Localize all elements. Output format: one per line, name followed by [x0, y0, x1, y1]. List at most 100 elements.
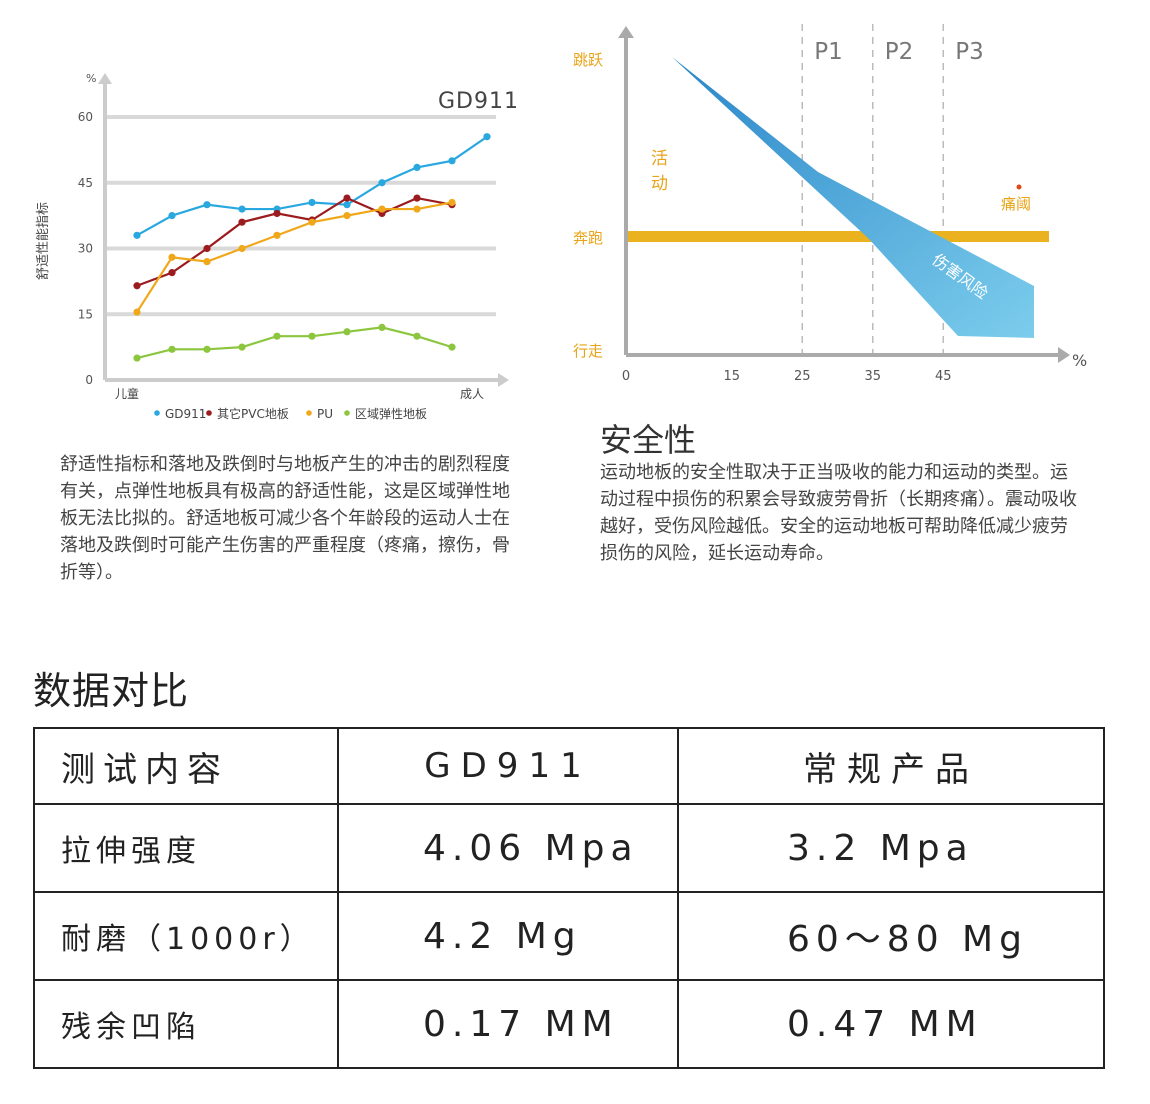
x-label-end: 成人 — [460, 387, 484, 401]
x-axis-arrow — [1058, 347, 1070, 363]
y-level-label: 行走 — [573, 342, 603, 360]
legend-label: 其它PVC地板 — [217, 406, 289, 421]
gd911-value: 4.2 Mg — [337, 891, 679, 981]
data-point — [168, 212, 176, 220]
safety-title: 安全性 — [600, 421, 697, 459]
data-point — [308, 218, 316, 226]
table-row: 残余凹陷 0.17 MM 0.47 MM — [33, 979, 1105, 1069]
y-tick-label: 45 — [78, 176, 93, 190]
x-tick-label: 25 — [794, 369, 811, 384]
data-point — [168, 345, 176, 353]
data-point — [203, 258, 211, 266]
data-point — [483, 133, 491, 141]
row-label: 拉伸强度 — [33, 803, 339, 893]
pain-threshold-marker — [1016, 184, 1022, 190]
data-point — [448, 157, 456, 165]
activity-label: 活动 — [651, 149, 668, 194]
y-tick-label: 30 — [78, 242, 93, 256]
data-point — [413, 163, 421, 172]
y-axis-label: 舒适性能指标 — [36, 202, 51, 280]
y-tick-label: 15 — [78, 307, 93, 321]
table-header-row: 测试内容 GD911 常规产品 — [33, 727, 1105, 805]
data-point — [413, 205, 421, 213]
phase-label: P3 — [955, 39, 984, 65]
comfort-chart: GD911 % 舒适性能指标 0 15 30 45 60 儿童 成人 GD911 其它PV… — [36, 72, 519, 421]
data-point — [448, 343, 456, 351]
x-tick-label: 0 — [622, 369, 630, 384]
comparison-table: 测试内容 GD911 常规产品 拉伸强度 4.06 Mpa 3.2 Mpa 耐磨… — [33, 727, 1105, 1069]
regular-value: 3.2 Mpa — [677, 803, 1105, 893]
data-point — [133, 308, 141, 316]
row-label: 耐磨（1000r） — [33, 891, 339, 981]
pain-threshold-label: 痛阈 — [1001, 195, 1031, 213]
y-unit: % — [86, 72, 96, 85]
data-point — [273, 231, 281, 239]
data-point — [203, 345, 211, 353]
data-point — [238, 343, 246, 351]
series-line — [136, 201, 453, 313]
legend-marker — [306, 410, 312, 416]
running-band — [626, 231, 1049, 242]
comfort-chart-title: GD911 — [438, 89, 519, 114]
data-point — [378, 323, 386, 331]
legend-label: 区域弹性地板 — [355, 407, 427, 421]
data-point — [343, 212, 351, 220]
series-line — [136, 326, 453, 360]
comfort-chart-grid — [98, 73, 509, 387]
x-axis-arrow — [498, 373, 509, 387]
header-gd911: GD911 — [337, 727, 679, 805]
x-unit: % — [1072, 351, 1087, 370]
data-point — [133, 282, 141, 290]
y-axis-arrow — [98, 73, 112, 84]
data-point — [273, 209, 281, 218]
data-point — [378, 179, 386, 187]
legend-marker — [206, 410, 212, 416]
x-label-start: 儿童 — [115, 386, 139, 401]
table-row: 耐磨（1000r） 4.2 Mg 60～80 Mg — [33, 891, 1105, 981]
data-point — [378, 205, 386, 213]
data-point — [308, 332, 316, 340]
gd911-value: 4.06 Mpa — [337, 803, 679, 893]
data-point — [238, 244, 246, 253]
safety-description: 运动地板的安全性取决于正当吸收的能力和运动的类型。运动过程中损伤的积累会导致疲劳… — [600, 462, 1077, 564]
y-level-label: 跳跃 — [573, 51, 603, 69]
data-point — [238, 218, 246, 226]
data-point — [168, 253, 176, 261]
legend-label: GD911 — [165, 407, 206, 421]
data-point — [413, 332, 421, 340]
row-label: 残余凹陷 — [33, 979, 339, 1069]
data-point — [168, 269, 176, 277]
phase-label: P1 — [814, 39, 843, 65]
legend-marker — [344, 410, 350, 416]
data-point — [413, 194, 421, 202]
data-point — [343, 328, 351, 336]
header-test-item: 测试内容 — [33, 727, 339, 805]
regular-value: 60～80 Mg — [677, 891, 1105, 981]
data-point — [133, 231, 141, 239]
data-point — [203, 201, 211, 209]
legend-marker — [154, 410, 160, 416]
data-point — [203, 244, 211, 253]
comfort-description: 舒适性指标和落地及跌倒时与地板产生的冲击的剧烈程度有关，点弹性地板具有极高的舒适… — [60, 454, 510, 583]
data-point — [273, 332, 281, 340]
gd911-value: 0.17 MM — [337, 979, 679, 1069]
risk-arrow — [672, 57, 1034, 338]
comparison-title: 数据对比 — [33, 669, 190, 713]
data-point — [343, 194, 351, 202]
y-axis-arrow — [618, 26, 634, 38]
x-tick-label: 35 — [864, 369, 881, 384]
data-point — [448, 198, 456, 207]
x-tick-label: 45 — [935, 369, 952, 384]
y-tick-label: 60 — [78, 110, 93, 124]
header-regular-product: 常规产品 — [677, 727, 1105, 805]
legend-label: PU — [317, 407, 333, 421]
data-point — [133, 354, 141, 362]
data-point — [308, 198, 316, 207]
table-row: 拉伸强度 4.06 Mpa 3.2 Mpa — [33, 803, 1105, 893]
x-tick-label: 15 — [723, 369, 740, 384]
y-tick-label: 0 — [85, 373, 93, 387]
data-point — [238, 205, 246, 213]
y-level-label: 奔跑 — [573, 229, 603, 247]
data-point — [343, 201, 351, 209]
